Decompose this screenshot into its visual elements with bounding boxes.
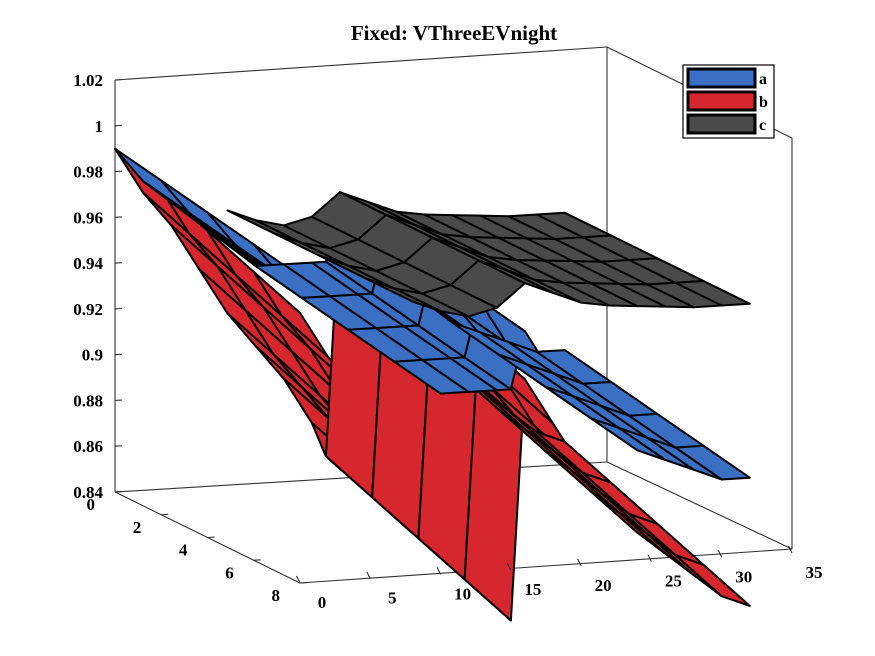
- y-tick-label: 0: [87, 495, 96, 514]
- x-tick-label: 10: [454, 584, 471, 603]
- y-tick-label: 6: [225, 563, 234, 582]
- legend-label-b: b: [759, 94, 768, 111]
- x-tick-mark: [506, 562, 512, 571]
- x-tick-label: 25: [665, 572, 682, 591]
- tick-group: 0.84 0.86 0.88 0.9 0.92 0.94 0.96 0.98 1 1.02 0 2 4 6…: [73, 71, 822, 612]
- legend-swatch-a: [686, 67, 757, 89]
- z-tick-label: 0.94: [73, 254, 103, 273]
- legend-swatch-c: [686, 113, 757, 135]
- y-tick-label: 2: [133, 518, 142, 537]
- x-tick-mark: [296, 575, 301, 584]
- chart-title: Fixed: VThreeEVnight: [351, 21, 557, 45]
- z-tick-label: 0.98: [73, 163, 103, 182]
- z-tick-label: 0.84: [73, 483, 103, 502]
- z-tick-label: 0.86: [73, 437, 103, 456]
- x-tick-mark: [436, 567, 442, 575]
- x-tick-label: 0: [318, 593, 327, 612]
- x-tick-mark: [366, 571, 371, 579]
- legend-label-a: a: [759, 71, 767, 88]
- y-tick-label: 4: [179, 541, 188, 560]
- x-tick-label: 15: [524, 580, 541, 599]
- z-tick-label: 0.88: [73, 391, 103, 410]
- x-tick-label: 20: [595, 576, 612, 595]
- x-tick-label: 35: [806, 563, 823, 582]
- surface-cell-a: [674, 444, 751, 481]
- x-tick-mark: [788, 545, 793, 554]
- legend: a b c: [682, 64, 775, 139]
- z-tick-label: 0.9: [82, 346, 103, 365]
- surface-series-c: [226, 191, 751, 318]
- z-tick-label: 0.92: [73, 300, 103, 319]
- x-axis-line: [299, 548, 793, 584]
- y-tick-label: 8: [272, 586, 281, 605]
- x-tick-label: 30: [735, 567, 752, 586]
- x-tick-mark: [647, 554, 652, 562]
- x-tick-mark: [577, 558, 582, 567]
- x-tick-mark: [717, 550, 723, 558]
- surface-cell-c: [674, 280, 751, 307]
- back-top-edge: [114, 46, 608, 81]
- legend-label-c: c: [759, 117, 766, 134]
- surface-cell-b: [674, 554, 751, 607]
- x-tick-label: 5: [388, 589, 397, 608]
- right-back-bottom-edge: [606, 461, 793, 550]
- surface-series-group: [114, 147, 751, 622]
- z-tick-label: 1: [95, 117, 104, 136]
- z-tick-label: 1.02: [73, 71, 103, 90]
- legend-swatch-b: [686, 90, 757, 112]
- z-tick-label: 0.96: [73, 208, 103, 227]
